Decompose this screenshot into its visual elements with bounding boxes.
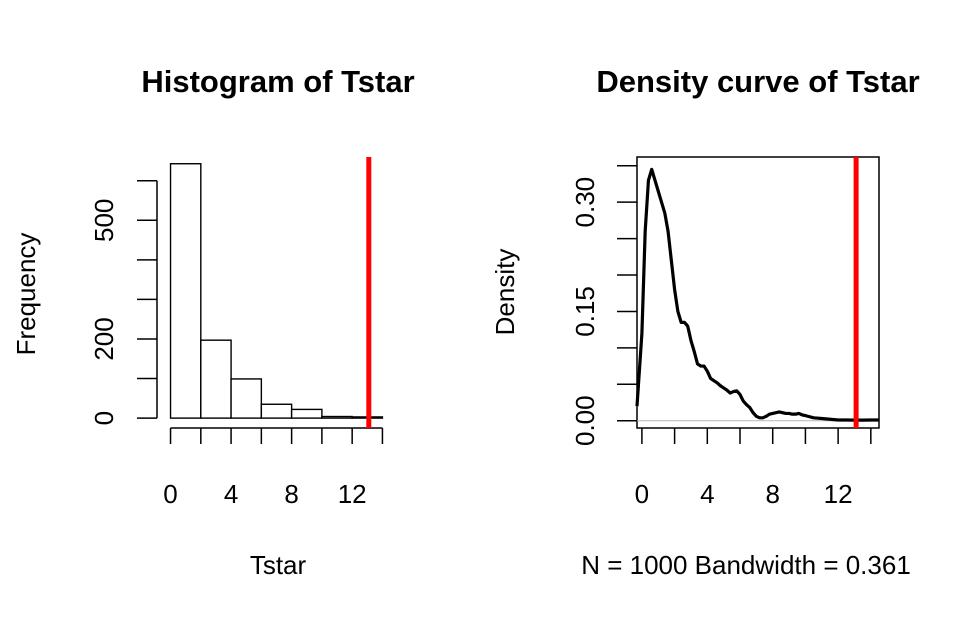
density-y-tick-label: 0.00 bbox=[570, 395, 600, 446]
histogram-y-tick-label: 0 bbox=[89, 411, 119, 425]
histogram-bar bbox=[260, 403, 293, 419]
histogram-x-tick-label: 4 bbox=[224, 479, 238, 509]
density-y-tick-label: 0.30 bbox=[570, 177, 600, 228]
histogram-bar bbox=[200, 339, 232, 419]
density-x-tick-label: 12 bbox=[824, 479, 853, 509]
histogram-y-tick-label: 200 bbox=[89, 317, 119, 360]
density-x-axis: 0 4 8 12 bbox=[635, 428, 872, 509]
histogram-x-axis-label: Tstar bbox=[250, 550, 307, 580]
histogram-x-tick-label: 12 bbox=[338, 479, 367, 509]
density-panel: Density curve of Tstar N = 1000 Bandwidt… bbox=[490, 64, 920, 580]
density-y-axis: 0.00 0.15 0.30 bbox=[570, 164, 637, 446]
histogram-y-axis: 0 200 500 bbox=[89, 179, 158, 425]
histogram-y-tick-label: 500 bbox=[89, 199, 119, 242]
density-curve bbox=[635, 167, 879, 422]
density-x-tick-label: 4 bbox=[700, 479, 714, 509]
histogram-y-axis-label: Frequency bbox=[11, 233, 41, 356]
histogram-panel: Histogram of Tstar Tstar Frequency 0 4 8 12… bbox=[11, 64, 415, 580]
histogram-bar bbox=[321, 415, 353, 419]
histogram-bar bbox=[290, 408, 323, 419]
density-y-tick-label: 0.15 bbox=[570, 286, 600, 337]
histogram-bars bbox=[169, 163, 384, 419]
histogram-bar bbox=[169, 163, 202, 419]
histogram-title: Histogram of Tstar bbox=[141, 64, 414, 99]
density-x-tick-label: 8 bbox=[765, 479, 779, 509]
histogram-bar bbox=[230, 378, 263, 419]
density-y-axis-label: Density bbox=[490, 249, 520, 336]
density-title: Density curve of Tstar bbox=[596, 64, 919, 99]
density-x-tick-label: 0 bbox=[635, 479, 649, 509]
histogram-x-tick-label: 8 bbox=[284, 479, 298, 509]
density-plot-box bbox=[636, 156, 880, 429]
histogram-x-tick-label: 0 bbox=[163, 479, 177, 509]
histogram-x-axis: 0 4 8 12 bbox=[163, 427, 384, 509]
density-x-axis-label: N = 1000 Bandwidth = 0.361 bbox=[581, 550, 911, 580]
